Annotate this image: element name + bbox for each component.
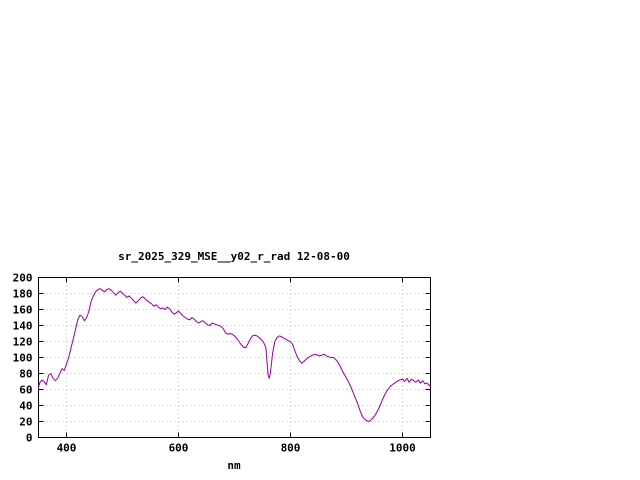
y-tick-label: 100 (13, 352, 33, 365)
y-tick-label: 20 (19, 416, 32, 429)
x-axis-label: nm (227, 459, 241, 472)
y-tick-label: 120 (13, 336, 33, 349)
x-tick-label: 800 (281, 442, 301, 455)
y-tick-label: 200 (13, 272, 33, 285)
x-tick-label: 400 (57, 442, 77, 455)
y-tick-label: 80 (19, 368, 32, 381)
y-tick-label: 180 (13, 288, 33, 301)
x-tick-label: 1000 (389, 442, 416, 455)
spectrum-line (38, 288, 431, 422)
y-tick-label: 160 (13, 304, 33, 317)
chart-title: sr_2025_329_MSE__y02_r_rad 12-08-00 (118, 250, 350, 263)
x-tick-label: 600 (169, 442, 189, 455)
y-tick-label: 0 (26, 432, 33, 445)
y-tick-label: 40 (19, 400, 32, 413)
y-tick-label: 140 (13, 320, 33, 333)
y-tick-label: 60 (19, 384, 32, 397)
